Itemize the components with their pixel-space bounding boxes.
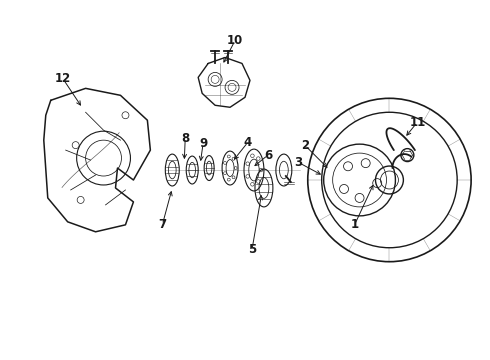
Text: 4: 4 bbox=[244, 136, 252, 149]
Text: 6: 6 bbox=[264, 149, 272, 162]
Text: 1: 1 bbox=[350, 218, 359, 231]
Text: 9: 9 bbox=[199, 137, 207, 150]
Text: 5: 5 bbox=[248, 243, 256, 256]
Text: 11: 11 bbox=[409, 116, 425, 129]
Text: 7: 7 bbox=[158, 218, 167, 231]
Text: 12: 12 bbox=[54, 72, 71, 85]
Text: 3: 3 bbox=[294, 156, 302, 168]
Text: 8: 8 bbox=[181, 132, 189, 145]
Text: 10: 10 bbox=[227, 34, 243, 47]
Text: 2: 2 bbox=[301, 139, 309, 152]
